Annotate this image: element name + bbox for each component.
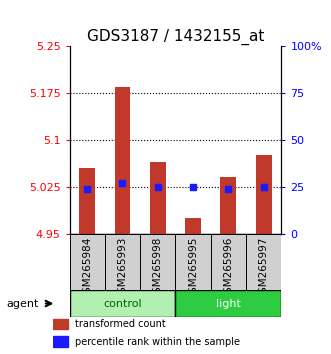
Text: percentile rank within the sample: percentile rank within the sample	[75, 337, 240, 347]
Title: GDS3187 / 1432155_at: GDS3187 / 1432155_at	[87, 28, 264, 45]
Bar	[246, 234, 281, 290]
Text: light: light	[216, 298, 241, 309]
Bar	[70, 290, 175, 317]
Bar	[115, 87, 130, 234]
Text: control: control	[103, 298, 142, 309]
Text: GSM265995: GSM265995	[188, 236, 198, 300]
Point	[190, 184, 196, 190]
Text: transformed count: transformed count	[75, 319, 166, 329]
Bar	[53, 319, 68, 329]
Text: GSM265984: GSM265984	[82, 236, 92, 300]
Point	[226, 186, 231, 192]
Bar	[79, 168, 95, 234]
Bar	[105, 234, 140, 290]
Bar	[175, 234, 211, 290]
Text: agent: agent	[7, 298, 39, 309]
Text: GSM265997: GSM265997	[259, 236, 269, 300]
Text: GSM265993: GSM265993	[118, 236, 127, 300]
Bar	[70, 234, 105, 290]
Bar	[150, 162, 166, 234]
Point	[120, 180, 125, 186]
Bar	[53, 336, 68, 347]
Bar	[140, 234, 175, 290]
Bar	[211, 234, 246, 290]
Point	[261, 184, 266, 190]
Point	[84, 186, 90, 192]
Point	[155, 184, 161, 190]
Text: GSM265996: GSM265996	[223, 236, 233, 300]
Text: GSM265998: GSM265998	[153, 236, 163, 300]
Bar	[175, 290, 281, 317]
Bar	[256, 155, 272, 234]
Bar	[220, 177, 236, 234]
Bar	[185, 218, 201, 234]
